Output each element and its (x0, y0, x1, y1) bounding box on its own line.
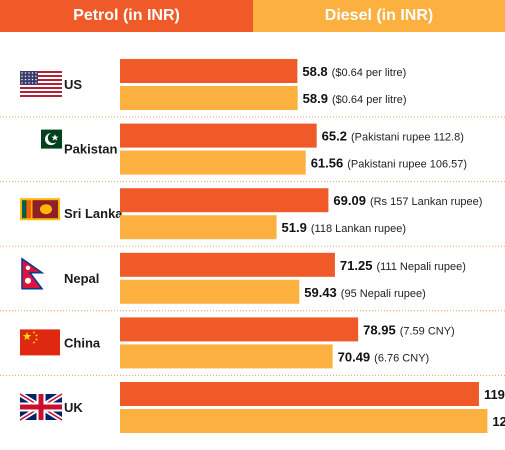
legend-petrol: Petrol (in INR) (0, 0, 253, 32)
value-note: (7.59 CNY) (400, 325, 455, 337)
value-note: (95 Nepali rupee) (341, 288, 426, 300)
value-number: 119 (484, 387, 505, 402)
petrol-bar (120, 188, 329, 213)
legend-diesel: Diesel (in INR) (253, 0, 505, 32)
country-group: Pakistan 65.2 (Pakistani rupee 112.8) 61.56… (0, 123, 505, 183)
country-label: Nepal (64, 271, 99, 286)
value-note: (111 Nepali rupee) (376, 261, 465, 273)
value-label: 78.95 (7.59 CNY) (363, 322, 455, 337)
diesel-bar (120, 279, 300, 304)
value-label: 70.49 (6.76 CNY) (338, 349, 430, 364)
value-number: 65.2 (322, 129, 347, 144)
value-note: ($0.64 per litre) (332, 67, 407, 79)
value-number: 78.95 (363, 322, 396, 337)
value-number: 51.9 (282, 220, 307, 235)
value-note: (Pakistani rupee 112.8) (351, 132, 464, 144)
china-flag-icon (20, 329, 60, 356)
country-group: China 78.95 (7.59 CNY) 70.49 (6.76 CNY) (0, 317, 505, 376)
petrol-bar (120, 252, 335, 277)
country-label: US (64, 77, 82, 92)
value-number: 71.25 (340, 258, 373, 273)
value-label: 58.8 ($0.64 per litre) (302, 64, 406, 79)
value-number: 70.49 (338, 349, 371, 364)
petrol-bar (120, 123, 317, 148)
petrol-bar (120, 382, 479, 406)
value-label: 119(Pound 5.9 per gallon) (484, 387, 505, 402)
country-group: Sri Lanka 69.09 (Rs 157 Lankan rupee) 51.9 (… (0, 188, 505, 247)
value-label: 59.43 (95 Nepali rupee) (304, 285, 426, 300)
diesel-bar (120, 215, 277, 240)
uk-flag-icon (18, 391, 64, 423)
value-number: 61.56 (311, 156, 344, 171)
value-number: 69.09 (333, 193, 366, 208)
value-note: (6.76 CNY) (374, 352, 429, 364)
petrol-bar (120, 317, 359, 342)
value-label: 121.8(6.03 pound per gallon) (492, 414, 505, 429)
diesel-bar (120, 86, 298, 110)
country-group: US 58.8 ($0.64 per litre) 58.9 ($0.64 per li… (0, 59, 505, 118)
diesel-bar (120, 344, 333, 369)
diesel-bar (120, 150, 306, 175)
petrol-bar (120, 59, 298, 83)
country-label: China (64, 335, 101, 350)
country-label: UK (64, 400, 83, 415)
value-label: 58.9 ($0.64 per litre) (303, 91, 407, 106)
value-note: ($0.64 per litre) (332, 94, 407, 106)
sri-lanka-flag-icon (20, 198, 60, 221)
value-number: 58.8 (302, 64, 327, 79)
fuel-price-chart: US 58.8 ($0.64 per litre) 58.9 ($0.64 per li… (0, 59, 505, 433)
value-label: 51.9 (118 Lankan rupee) (282, 220, 407, 235)
legend-header: Petrol (in INR) Diesel (in INR) (0, 0, 505, 32)
us-flag-icon (20, 71, 62, 97)
value-note: (118 Lankan rupee) (311, 223, 406, 235)
value-label: 61.56 (Pakistani rupee 106.57) (311, 156, 467, 171)
value-number: 59.43 (304, 285, 337, 300)
value-note: (Pakistani rupee 106.57) (347, 159, 467, 171)
pakistan-flag-icon (34, 129, 62, 149)
country-label: Sri Lanka (64, 206, 123, 221)
country-group: UK 119(Pound 5.9 per gallon) 121.8(6.03 po… (18, 382, 505, 433)
value-number: 121.8 (492, 414, 505, 429)
value-label: 65.2 (Pakistani rupee 112.8) (322, 129, 464, 144)
value-label: 71.25 (111 Nepali rupee) (340, 258, 466, 273)
nepal-flag-icon (21, 257, 45, 290)
country-label: Pakistan (64, 142, 118, 157)
value-label: 69.09 (Rs 157 Lankan rupee) (333, 193, 482, 208)
value-number: 58.9 (303, 91, 328, 106)
value-note: (Rs 157 Lankan rupee) (370, 196, 483, 208)
diesel-bar (120, 409, 488, 433)
